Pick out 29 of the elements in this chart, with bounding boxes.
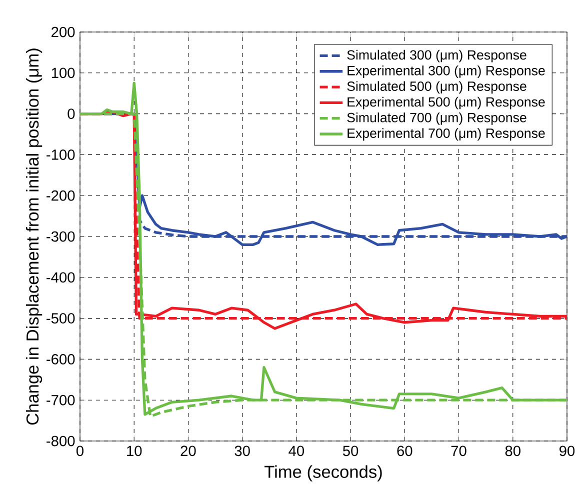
- y-tick-label: -500: [46, 313, 75, 324]
- legend-label: Simulated 700 (μm) Response: [347, 112, 526, 125]
- x-tick-label: 20: [180, 446, 196, 456]
- y-tick-label: 100: [52, 68, 75, 78]
- legend-label: Simulated 500 (μm) Response: [347, 81, 526, 94]
- x-tick-label: 50: [342, 446, 358, 456]
- x-tick-label: 30: [234, 446, 250, 456]
- y-tick-label: -100: [46, 150, 75, 160]
- y-tick-label: -800: [46, 436, 75, 446]
- x-tick-label: 40: [288, 446, 304, 456]
- x-tick-label: 0: [76, 446, 84, 456]
- y-tick-label: 0: [68, 108, 75, 119]
- x-tick-label: 70: [451, 446, 466, 456]
- y-tick-label: -600: [46, 354, 75, 364]
- legend-label: Experimental 300 (μm) Response: [348, 66, 545, 78]
- y-axis-title: Change in Displacement from initial position (μm): [26, 48, 42, 425]
- legend-label: Experimental 500 (μm) Response: [348, 96, 545, 110]
- y-tick-label: -300: [46, 231, 75, 242]
- x-axis-title: Time (seconds): [264, 465, 382, 482]
- legend-label: Experimental 700 (μm) Response: [348, 128, 545, 141]
- x-tick-label: 10: [127, 446, 142, 456]
- y-tick-label: 200: [52, 26, 75, 38]
- x-tick-label: 90: [560, 446, 575, 456]
- x-tick-label: 60: [397, 446, 412, 456]
- legend-label: Simulated 300 (μm) Response: [347, 50, 526, 62]
- x-tick-label: 80: [505, 446, 520, 456]
- y-tick-label: -700: [46, 394, 75, 406]
- y-tick-label: -400: [46, 272, 75, 283]
- y-tick-label: -200: [46, 190, 75, 201]
